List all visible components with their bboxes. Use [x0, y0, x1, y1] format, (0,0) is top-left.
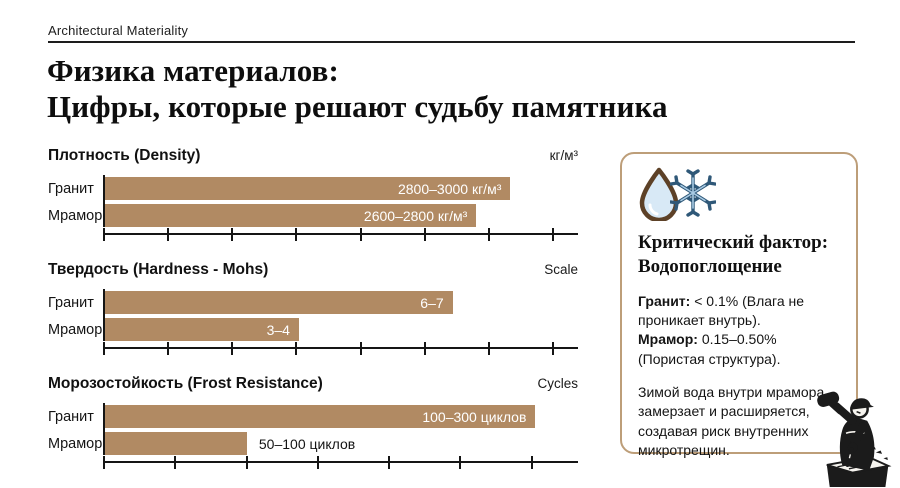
- chart-title: Морозостойкость (Frost Resistance): [48, 375, 323, 392]
- stonemason-illustration: [799, 391, 895, 488]
- x-axis: [103, 228, 578, 247]
- chart-title: Плотность (Density): [48, 147, 201, 164]
- category-axis: Гранит Мрамор: [48, 175, 103, 247]
- panel-heading-line2: Водопоглощение: [638, 256, 782, 278]
- bar-granite-frost: 100–300 циклов: [105, 405, 536, 428]
- bar-granite-hardness: 6–7: [105, 291, 453, 314]
- fact-marble-text: 0.15–0.50% (Пористая структура).: [638, 331, 781, 367]
- chart-frost-resistance: Морозостойкость (Frost Resistance) Cycle…: [48, 375, 578, 475]
- category-label-granite: Гранит: [48, 294, 94, 311]
- bar-granite-density: 2800–3000 кг/м³: [105, 177, 511, 200]
- bar-marble-hardness: 3–4: [105, 318, 299, 341]
- category-label-marble: Мрамор: [48, 435, 103, 452]
- fact-marble-term: Мрамор:: [638, 331, 698, 348]
- x-axis: [103, 456, 578, 475]
- chart-unit-label: Scale: [544, 262, 578, 277]
- bar-value-label: 3–4: [266, 321, 290, 338]
- chart-unit-label: Cycles: [537, 376, 578, 391]
- eyebrow-label: Architectural Materiality: [48, 23, 189, 38]
- plot-area: 100–300 циклов 50–100 циклов: [103, 403, 578, 475]
- panel-icon-group: [638, 167, 840, 221]
- header-rule: [48, 41, 855, 43]
- snowflake-icon: [670, 169, 716, 217]
- bar-value-label: 2800–3000 кг/м³: [397, 180, 502, 197]
- bar-row-marble: 2600–2800 кг/м³: [105, 204, 578, 227]
- fact-marble: Мрамор: 0.15–0.50% (Пористая структура).: [638, 330, 840, 369]
- bar-value-label: 50–100 циклов: [258, 435, 356, 452]
- plot-area: 6–7 3–4: [103, 289, 578, 361]
- bar-row-marble: 3–4: [105, 318, 578, 341]
- category-axis: Гранит Мрамор: [48, 289, 103, 361]
- chart-density: Плотность (Density) кг/м³ Гранит Мрамор …: [48, 147, 578, 247]
- page-title: Физика материалов: Цифры, которые решают …: [47, 53, 668, 125]
- critical-factor-panel: Критический фактор: Водопоглощение Гранит…: [620, 152, 858, 458]
- category-axis: Гранит Мрамор: [48, 403, 103, 475]
- chart-density-header: Плотность (Density) кг/м³: [48, 147, 578, 169]
- chart-hardness-header: Твердость (Hardness - Mohs) Scale: [48, 261, 578, 283]
- water-drop-icon: [639, 167, 679, 221]
- bar-row-granite: 6–7: [105, 291, 578, 314]
- fact-granite-term: Гранит:: [638, 292, 691, 309]
- x-axis: [103, 342, 578, 361]
- bar-row-granite: 100–300 циклов: [105, 405, 578, 428]
- category-label-marble: Мрамор: [48, 207, 103, 224]
- bar-value-label: 6–7: [420, 294, 444, 311]
- chart-unit-label: кг/м³: [549, 148, 578, 163]
- page-title-line2: Цифры, которые решают судьбу памятника: [47, 88, 668, 124]
- panel-heading-line1: Критический фактор:: [638, 232, 829, 253]
- panel-facts: Гранит: < 0.1% (Влага не проникает внутр…: [638, 292, 840, 369]
- category-label-granite: Гранит: [48, 408, 94, 425]
- plot-area: 2800–3000 кг/м³ 2600–2800 кг/м³: [103, 175, 578, 247]
- fact-granite-text: < 0.1% (Влага не проникает внутрь).: [638, 292, 805, 328]
- chart-frost-header: Морозостойкость (Frost Resistance) Cycle…: [48, 375, 578, 397]
- bar-row-granite: 2800–3000 кг/м³: [105, 177, 578, 200]
- panel-heading: Критический фактор: Водопоглощение: [638, 231, 840, 280]
- chart-hardness: Твердость (Hardness - Mohs) Scale Гранит…: [48, 261, 578, 361]
- bar-value-label: 2600–2800 кг/м³: [363, 207, 468, 224]
- page-title-line1: Физика материалов:: [47, 53, 339, 88]
- fact-granite: Гранит: < 0.1% (Влага не проникает внутр…: [638, 292, 840, 331]
- bar-row-marble: 50–100 циклов: [105, 432, 578, 455]
- category-label-granite: Гранит: [48, 180, 94, 197]
- bar-value-label: 100–300 циклов: [422, 408, 527, 425]
- bar-marble-density: 2600–2800 кг/м³: [105, 204, 477, 227]
- bar-marble-frost: 50–100 циклов: [105, 432, 355, 455]
- chart-title: Твердость (Hardness - Mohs): [48, 261, 269, 278]
- panel-note: Зимой вода внутри мрамора замерзает и ра…: [638, 383, 825, 458]
- charts-column: Плотность (Density) кг/м³ Гранит Мрамор …: [48, 147, 578, 475]
- category-label-marble: Мрамор: [48, 321, 103, 338]
